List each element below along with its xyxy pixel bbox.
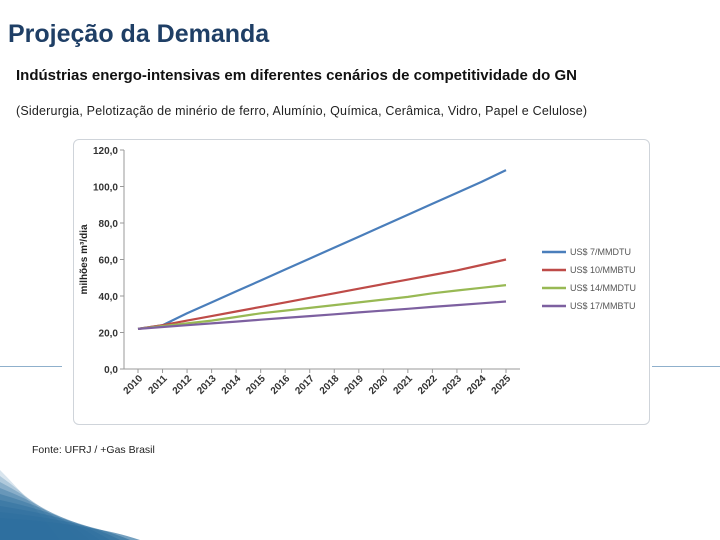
y-tick-label: 120,0 (93, 146, 118, 157)
series-line-1 (137, 169, 507, 330)
x-tick-label: 2016 (269, 373, 293, 397)
legend-label-1: US$ 7/MMDTU (570, 247, 631, 257)
series-line-4 (137, 300, 507, 330)
industry-scope-note: (Siderurgia, Pelotização de minério de f… (16, 104, 588, 118)
x-tick-label: 2011 (147, 373, 170, 396)
x-tick-label: 2023 (441, 373, 465, 397)
x-tick-label: 2017 (293, 373, 317, 397)
corner-band (0, 518, 140, 540)
corner-decoration (0, 470, 140, 540)
y-tick-label: 40,0 (99, 292, 119, 303)
y-tick-label: 60,0 (99, 256, 119, 267)
x-tick-label: 2018 (318, 373, 342, 397)
y-tick-label: 20,0 (99, 329, 119, 340)
y-tick-label: 80,0 (99, 219, 119, 230)
x-tick-label: 2021 (391, 373, 415, 397)
x-tick-label: 2024 (465, 373, 489, 397)
y-tick-label: 100,0 (93, 183, 118, 194)
x-tick-label: 2015 (244, 373, 268, 397)
legend-label-4: US$ 17/MMBTU (570, 301, 636, 311)
chart-frame (73, 139, 650, 425)
slide-subtitle: Indústrias energo-intensivas em diferent… (16, 67, 577, 84)
x-tick-label: 2013 (195, 373, 219, 397)
x-tick-label: 2020 (367, 373, 391, 397)
divider-left (0, 366, 62, 367)
x-tick-label: 2012 (171, 373, 195, 397)
x-tick-label: 2019 (342, 373, 366, 397)
y-tick-label: 0,0 (104, 365, 118, 376)
x-tick-label: 2014 (220, 373, 244, 397)
legend-label-2: US$ 10/MMBTU (570, 265, 636, 275)
legend-label-3: US$ 14/MMDTU (570, 283, 636, 293)
divider-right (652, 366, 720, 367)
x-tick-label: 2010 (122, 373, 146, 397)
x-tick-label: 2022 (416, 373, 440, 397)
series-line-2 (137, 258, 507, 330)
source-note: Fonte: UFRJ / +Gas Brasil (32, 444, 155, 456)
x-tick-label: 2025 (490, 373, 514, 397)
slide-title: Projeção da Demanda (8, 20, 270, 48)
y-axis-label: milhões m³/dia (79, 224, 90, 294)
series-line-3 (137, 284, 507, 330)
